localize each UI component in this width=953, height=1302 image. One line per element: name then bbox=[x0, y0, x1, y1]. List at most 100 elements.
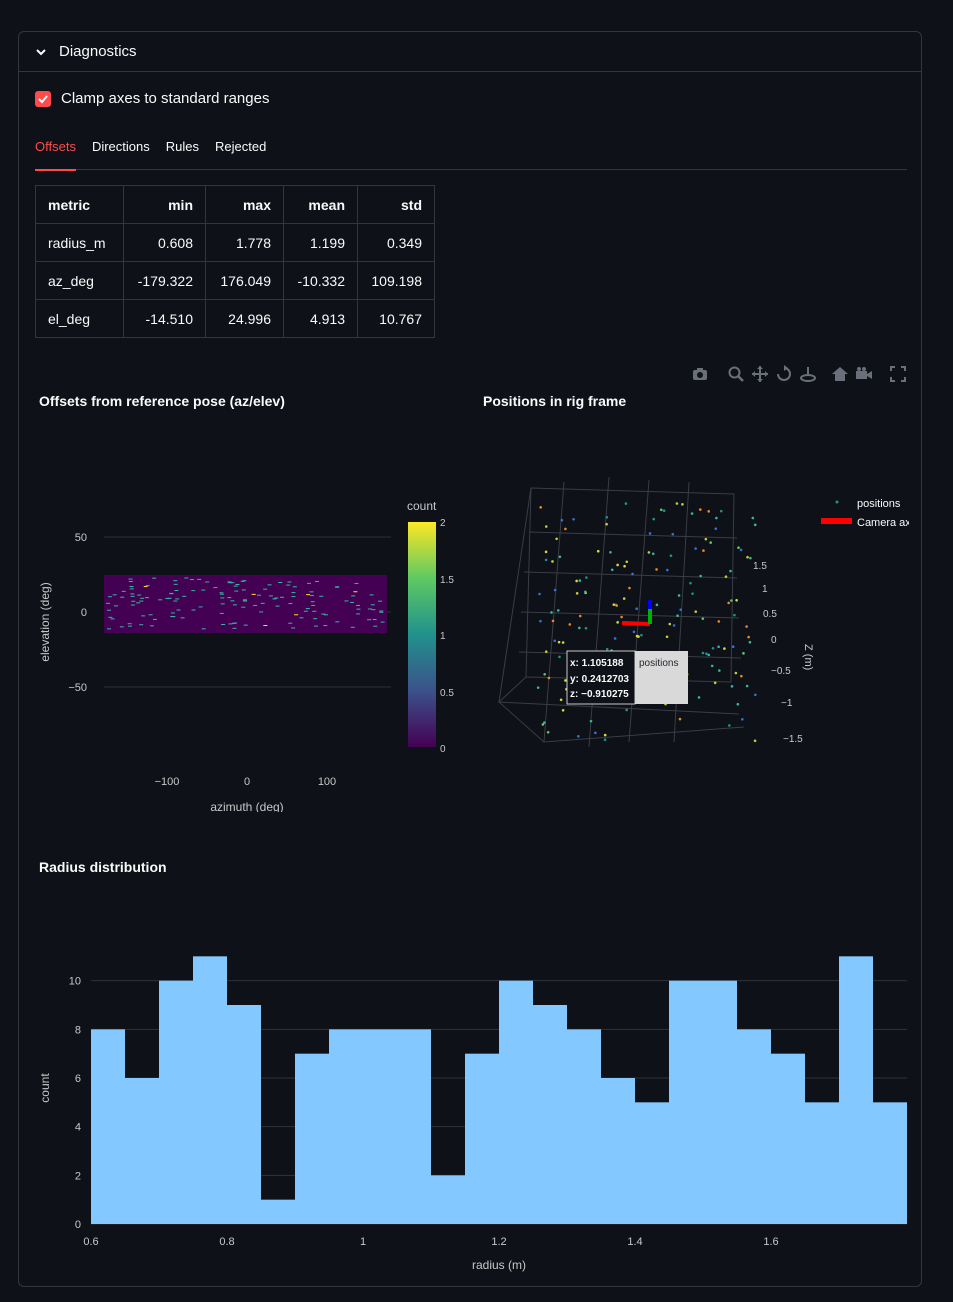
position-point bbox=[733, 613, 736, 617]
turntable-rotation-icon[interactable] bbox=[799, 365, 817, 383]
hover-trace-name: positions bbox=[639, 658, 678, 669]
tab-bar: Offsets Directions Rules Rejected bbox=[35, 137, 907, 171]
hover-y: y: 0.2412703 bbox=[570, 674, 629, 685]
scene-grid bbox=[497, 476, 745, 748]
pan-icon[interactable] bbox=[751, 365, 769, 383]
position-point bbox=[551, 619, 555, 623]
heatmap-title: Offsets from reference pose (az/elev) bbox=[39, 393, 285, 409]
x-tick-label: 100 bbox=[318, 776, 336, 788]
histogram-bar[interactable] bbox=[805, 1102, 839, 1224]
camera-icon[interactable] bbox=[691, 365, 709, 383]
position-point bbox=[678, 717, 682, 721]
position-point bbox=[669, 554, 673, 557]
position-point bbox=[697, 696, 701, 699]
position-point bbox=[746, 555, 749, 559]
histogram-bar[interactable] bbox=[567, 1029, 601, 1224]
position-point bbox=[572, 517, 575, 521]
y-tick-label: 10 bbox=[69, 976, 81, 988]
histogram-bar[interactable] bbox=[601, 1078, 635, 1224]
histogram-bar[interactable] bbox=[873, 1102, 907, 1224]
histogram-bar[interactable] bbox=[397, 1029, 431, 1224]
histogram-bar[interactable] bbox=[635, 1102, 669, 1224]
histogram-bar[interactable] bbox=[159, 980, 193, 1224]
position-point bbox=[704, 537, 708, 541]
histogram-bar[interactable] bbox=[91, 1029, 125, 1224]
position-point bbox=[709, 541, 712, 544]
histogram-bar[interactable] bbox=[363, 1029, 397, 1224]
histogram-bar[interactable] bbox=[771, 1053, 805, 1224]
heatmap-plot[interactable]: 50 0 −50 −100 0 100 azimuth (deg) elevat… bbox=[19, 442, 459, 812]
z-tick: 1.5 bbox=[753, 561, 767, 572]
home-icon[interactable] bbox=[831, 365, 849, 383]
table-header-row: metric min max mean std bbox=[35, 185, 435, 224]
position-point bbox=[575, 592, 579, 595]
position-point bbox=[594, 731, 597, 735]
position-point bbox=[605, 522, 608, 526]
z-tick: 0.5 bbox=[763, 609, 777, 620]
legend-positions-marker bbox=[835, 500, 839, 504]
clamp-checkbox[interactable] bbox=[35, 90, 51, 107]
position-point bbox=[677, 594, 681, 597]
position-point bbox=[694, 610, 698, 613]
radius-histogram[interactable]: 0 2 4 6 8 10 0.6 0.8 1 1.2 1.4 1.6 radius (m) coun… bbox=[19, 902, 919, 1302]
expander-title: Diagnostics bbox=[59, 43, 137, 60]
histogram-bar[interactable] bbox=[227, 1005, 261, 1224]
position-point bbox=[632, 630, 636, 634]
cell: el_deg bbox=[35, 299, 124, 338]
tab-rules[interactable]: Rules bbox=[165, 139, 199, 154]
position-point bbox=[735, 598, 738, 602]
fullscreen-icon[interactable] bbox=[889, 365, 907, 383]
video-camera-icon[interactable] bbox=[855, 365, 873, 383]
tab-directions[interactable]: Directions bbox=[91, 139, 150, 154]
position-point bbox=[577, 735, 580, 738]
position-point bbox=[584, 626, 588, 630]
position-point bbox=[539, 506, 543, 509]
z-tick: −0.5 bbox=[771, 666, 791, 677]
cell: -14.510 bbox=[123, 299, 206, 338]
position-point bbox=[689, 581, 692, 585]
clamp-checkbox-row[interactable]: Clamp axes to standard ranges bbox=[35, 90, 269, 107]
histogram-bar[interactable] bbox=[329, 1029, 363, 1224]
histogram-bar[interactable] bbox=[669, 980, 703, 1224]
position-point bbox=[713, 681, 717, 685]
position-point bbox=[615, 604, 618, 607]
histogram-bar[interactable] bbox=[125, 1078, 159, 1224]
x-axis-label: radius (m) bbox=[472, 1258, 526, 1272]
position-point bbox=[622, 597, 626, 600]
position-point bbox=[647, 551, 651, 554]
position-point bbox=[609, 550, 612, 554]
histogram-bar[interactable] bbox=[737, 1029, 771, 1224]
legend-camera-axes[interactable]: Camera axes bbox=[857, 517, 909, 529]
histogram-bar[interactable] bbox=[193, 956, 227, 1224]
histogram-bar[interactable] bbox=[533, 1005, 567, 1224]
histogram-bar[interactable] bbox=[431, 1175, 465, 1224]
histogram-bar[interactable] bbox=[261, 1199, 295, 1224]
position-point bbox=[730, 599, 733, 602]
y-tick-label: 8 bbox=[75, 1024, 81, 1036]
histogram-bar[interactable] bbox=[499, 980, 533, 1224]
position-point bbox=[748, 640, 752, 644]
histogram-bar[interactable] bbox=[295, 1053, 329, 1224]
zoom-icon[interactable] bbox=[727, 365, 745, 383]
position-point bbox=[625, 708, 628, 712]
expander-header[interactable]: Diagnostics bbox=[19, 32, 921, 72]
histogram-bar[interactable] bbox=[839, 956, 873, 1224]
position-point bbox=[558, 655, 561, 659]
tab-offsets[interactable]: Offsets bbox=[35, 137, 76, 171]
histogram-bar[interactable] bbox=[703, 980, 737, 1224]
position-point bbox=[701, 651, 705, 655]
position-point bbox=[707, 510, 711, 513]
stats-table: metric min max mean std radius_m 0.608 1… bbox=[35, 185, 435, 338]
tab-rejected[interactable]: Rejected bbox=[215, 139, 267, 154]
scatter3d-plot[interactable]: 1.5 1 0.5 0 −0.5 −1 −1.5 Z (m) x: 1.1051… bbox=[469, 452, 909, 752]
colorbar-title: count bbox=[407, 499, 437, 513]
position-point bbox=[616, 621, 619, 624]
histogram-bars bbox=[91, 956, 907, 1224]
position-point bbox=[728, 724, 731, 727]
legend-positions[interactable]: positions bbox=[857, 498, 901, 510]
position-point bbox=[751, 516, 755, 520]
position-point bbox=[635, 634, 639, 638]
histogram-bar[interactable] bbox=[465, 1053, 499, 1224]
position-point bbox=[624, 502, 628, 505]
orbit-rotation-icon[interactable] bbox=[775, 365, 793, 383]
